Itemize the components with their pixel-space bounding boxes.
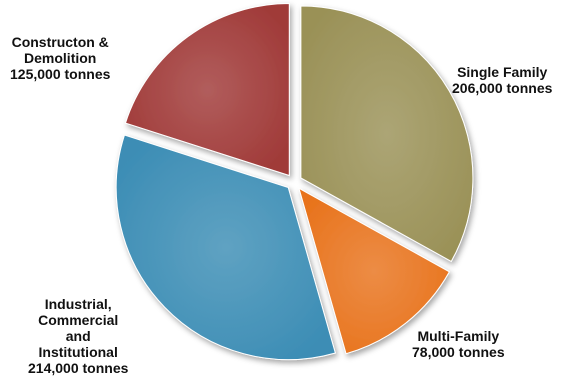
slice-label-ici: Industrial, Commercial and Institutional…: [28, 296, 128, 376]
slice-name-line: Multi-Family: [417, 328, 500, 344]
pie-slice-single-family: [300, 5, 474, 263]
slice-name-line: Single Family: [457, 64, 548, 80]
slice-name-line: Demolition: [24, 50, 97, 66]
pie-slice-multi-family: [298, 187, 451, 355]
slice-name-line: Institutional: [38, 344, 118, 360]
pie-slice-ici: [115, 134, 336, 361]
slice-label-single-family: Single Family 206,000 tonnes: [452, 64, 552, 96]
slice-label-construction-demolition: Constructon & Demolition 125,000 tonnes: [10, 34, 110, 82]
pie-slice-construction-demolition: [124, 3, 290, 177]
slice-label-multi-family: Multi-Family 78,000 tonnes: [412, 328, 505, 360]
slice-value-label: 125,000 tonnes: [10, 66, 111, 82]
slice-value-label: 78,000 tonnes: [412, 344, 505, 360]
slice-name-line: Industrial,: [44, 296, 112, 312]
slice-name-line: and: [65, 328, 91, 344]
slice-name-line: Commercial: [38, 312, 119, 328]
pie-slices: [115, 3, 474, 361]
slice-name-line: Constructon &: [11, 34, 109, 50]
slice-value-label: 206,000 tonnes: [452, 80, 553, 96]
slice-value-label: 214,000 tonnes: [28, 360, 129, 376]
